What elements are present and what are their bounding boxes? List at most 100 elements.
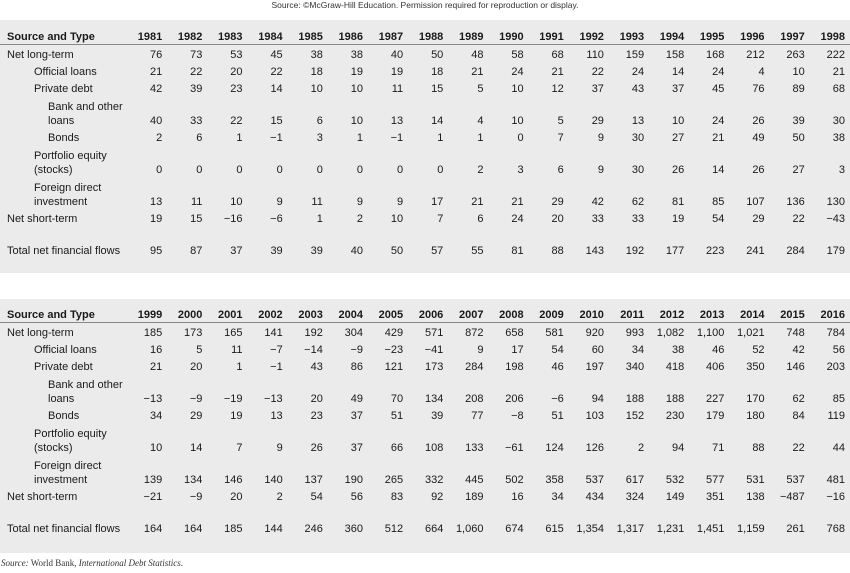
row-label: Bank and other loans [0, 374, 127, 406]
table-row: Total net financial flows 164 164 185 144 246… [0, 504, 850, 536]
table-cell: 418 [665, 361, 685, 373]
table-cell: −9 [189, 491, 203, 503]
table-cell: 5 [196, 344, 203, 356]
table-cell: 71 [712, 442, 725, 454]
table-cell: 179 [826, 245, 845, 257]
row-label: Total net financial flows [0, 504, 127, 536]
table-cell: 197 [585, 361, 604, 373]
table-cell: 22 [792, 442, 805, 454]
column-header-year: 2003 [287, 302, 328, 323]
table-cell: 0 [196, 164, 203, 176]
table-cell: 130 [826, 196, 845, 208]
table-cell: 481 [826, 474, 845, 486]
column-header-year: 1985 [287, 24, 328, 45]
table-cell: 11 [391, 83, 404, 95]
table-cell: 168 [706, 49, 725, 61]
table-cell: −1 [390, 132, 404, 144]
column-header-year: 2013 [689, 302, 730, 323]
table-cell: 33 [631, 213, 645, 225]
table-cell: 502 [505, 474, 524, 486]
table-row: Bonds 2 6 1 −1 3 1 −1 1 1 0 7 9 30 27 21 49 50 38 [0, 128, 850, 145]
table-cell: 185 [143, 327, 163, 339]
table-cell: 0 [276, 164, 283, 176]
table-cell: 15 [270, 115, 283, 127]
table-cell: 70 [390, 393, 404, 405]
table-cell: 203 [826, 361, 845, 373]
table-cell: 1 [236, 132, 243, 144]
column-header-year: 1984 [247, 24, 288, 45]
column-header-year: 1999 [127, 302, 168, 323]
row-label: Bank and other loans [0, 96, 127, 128]
table-cell: 56 [350, 491, 363, 503]
row-label: Official loans [0, 340, 127, 357]
table-cell: 189 [465, 491, 484, 503]
table-cell: 24 [511, 213, 524, 225]
table-cell: 13 [631, 115, 645, 127]
table-cell: 40 [149, 115, 163, 127]
table-cell: 21 [712, 132, 725, 144]
table-cell: 110 [586, 49, 604, 61]
table-cell: 77 [471, 410, 484, 422]
table-cell: 38 [350, 49, 363, 61]
table-cell: 1 [356, 132, 363, 144]
table-cell: 76 [752, 83, 765, 95]
table-cell: 121 [384, 361, 404, 373]
row-label-text: Bank and other loans [48, 379, 123, 405]
table-cell: 16 [149, 344, 163, 356]
copyright-notice: Source: ©McGraw-Hill Education. Permissi… [271, 0, 579, 10]
table-cell: 81 [672, 196, 685, 208]
table-cell: 94 [672, 442, 685, 454]
table-cell: 332 [424, 474, 444, 486]
table-row: Official loans 21 22 20 22 18 19 19 18 21 24 21 22 24… [0, 62, 850, 79]
table-cell: 18 [310, 66, 323, 78]
table-cell: 0 [437, 164, 444, 176]
table-cell: 14 [672, 66, 685, 78]
table-cell: 9 [276, 196, 283, 208]
table-cell: 571 [424, 327, 444, 339]
table-cell: 60 [591, 344, 604, 356]
table-cell: 0 [156, 164, 163, 176]
table-cell: 617 [625, 474, 645, 486]
table-cell: 9 [276, 442, 283, 454]
table-cell: 39 [792, 115, 805, 127]
table-cell: 37 [672, 83, 685, 95]
row-label: Total net financial flows [0, 226, 127, 258]
table-row: Portfolio equity (stocks) 0 0 0 0 0 0 0 0 2 3 6 9 30 2… [0, 145, 850, 177]
table-cell: −16 [826, 491, 845, 503]
table-cell: 4 [477, 115, 484, 127]
column-header-source-type: Source and Type [0, 302, 128, 323]
row-label-text: Total net financial flows [7, 523, 121, 535]
row-label-text: Net long-term [7, 327, 74, 339]
table-cell: −13 [143, 393, 163, 405]
table-cell: 30 [631, 164, 645, 176]
financial-flows-table-1981-1998: Source and Type 1981 1982 1983 1984 1985 1986 1… [0, 24, 850, 258]
table-cell: −487 [779, 491, 805, 503]
table-cell: 13 [390, 115, 404, 127]
column-header-year: 2015 [769, 302, 810, 323]
column-header-year: 2002 [247, 302, 288, 323]
row-label: Net short-term [0, 487, 127, 504]
column-header-year: 1986 [327, 24, 368, 45]
table-cell: 360 [344, 523, 363, 535]
column-header-year: 2000 [167, 302, 208, 323]
table-background-bottom [0, 299, 850, 553]
table-cell: 137 [304, 474, 323, 486]
table-cell: −19 [223, 393, 243, 405]
table-cell: 68 [551, 49, 564, 61]
row-label-text: Foreign direct investment [34, 460, 102, 486]
table-cell: 134 [184, 474, 203, 486]
table-cell: 68 [832, 83, 845, 95]
row-label-text: Total net financial flows [7, 245, 121, 257]
source-note: Source: World Bank, International Debt S… [1, 558, 183, 568]
table-cell: 76 [149, 49, 163, 61]
table-cell: 158 [665, 49, 685, 61]
table-row: Portfolio equity (stocks) 10 14 7 9 26 37 66 108… [0, 423, 850, 455]
table-cell: 42 [591, 196, 604, 208]
source-title: International Debt Statistics [78, 558, 181, 568]
column-header-year: 1997 [769, 24, 810, 45]
table-cell: 143 [585, 245, 604, 257]
table-cell: 108 [424, 442, 444, 454]
table-cell: 222 [826, 49, 845, 61]
table-cell: 40 [390, 49, 404, 61]
table-row: Bonds 34 29 19 13 23 37 51 39 77 −8 51 103 152 230 179 1… [0, 406, 850, 423]
